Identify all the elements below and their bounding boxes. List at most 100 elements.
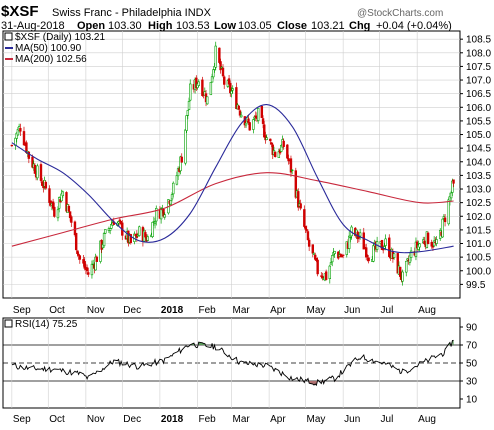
candle-down — [218, 47, 221, 63]
rsi-panel: 10 30 50 70 90 RSI(14) 75.25 Sep Oct Nov Dec 201… — [2, 317, 478, 425]
candle-down — [366, 254, 369, 258]
candle-up — [265, 137, 268, 140]
candle-up — [197, 81, 200, 86]
candle-down — [67, 205, 71, 212]
rsi-x-tick-label: Jul — [381, 414, 394, 425]
candle-up — [36, 165, 39, 179]
low-label: Low — [214, 20, 236, 32]
candle-down — [282, 140, 285, 147]
ma200-legend-text: MA(200) 102.56 — [15, 54, 87, 65]
price-x-tick-label: Dec — [123, 305, 141, 316]
open-value: 103.30 — [108, 20, 142, 32]
candle-up — [312, 252, 316, 255]
candle-down — [443, 217, 447, 223]
candle-up — [240, 114, 243, 118]
candle-up — [441, 218, 444, 238]
candle-up — [244, 122, 248, 126]
price-y-tick-label: 102.5 — [466, 198, 491, 209]
candle-down — [87, 272, 90, 275]
rsi-grid — [3, 318, 460, 408]
rsi-x-tick-label: Aug — [418, 414, 436, 425]
candle-down — [19, 128, 22, 132]
candle-up — [252, 119, 255, 130]
candle-down — [73, 221, 77, 236]
candle-down — [321, 275, 324, 279]
candle-down — [48, 188, 51, 203]
candle-down — [180, 156, 183, 163]
price-x-tick-label: Jun — [344, 305, 360, 316]
candle-up — [159, 208, 163, 220]
candle-down — [76, 250, 79, 254]
candle-up — [172, 182, 175, 195]
candle-up — [256, 107, 260, 121]
price-y-tick-label: 104.0 — [466, 157, 491, 168]
candle-up — [230, 90, 233, 95]
candle-up — [163, 214, 166, 218]
price-grid — [3, 31, 460, 298]
candle-up — [185, 115, 188, 131]
price-x-tick-label: Nov — [87, 305, 105, 316]
price-y-tick-label: 105.5 — [466, 116, 491, 127]
rsi-y-tick-label: 70 — [466, 341, 478, 352]
candle-down — [260, 106, 264, 118]
candle-up — [184, 129, 187, 164]
candle-down — [144, 232, 147, 238]
price-y-tick-label: 101.0 — [466, 239, 491, 250]
candle-up — [280, 145, 283, 152]
candle-down — [367, 257, 370, 262]
candle-down — [223, 76, 226, 85]
candle-down — [357, 237, 361, 239]
candle-down — [221, 67, 225, 77]
candle-down — [340, 255, 344, 258]
price-y-tick-label: 106.0 — [466, 103, 491, 114]
candle-up — [187, 101, 191, 110]
rsi-legend-swatch — [4, 319, 13, 328]
candle-down — [65, 192, 68, 212]
candle-down — [273, 151, 277, 158]
rsi-x-tick-label: May — [307, 414, 326, 425]
price-x-tick-label: Oct — [49, 305, 65, 316]
candle-down — [235, 87, 238, 109]
candle-down — [129, 234, 132, 243]
candle-up — [449, 192, 453, 199]
candle-down — [307, 239, 311, 247]
candle-up — [104, 229, 107, 234]
price-y-tick-label: 103.5 — [466, 171, 491, 182]
candle-up — [110, 224, 113, 229]
candle-down — [44, 181, 48, 189]
rsi-y-tick-label: 30 — [466, 377, 478, 388]
candle-up — [435, 239, 438, 244]
price-y-tick-label: 101.5 — [466, 225, 491, 236]
rsi-y-tick-label: 90 — [466, 323, 478, 334]
candle-up — [179, 156, 182, 172]
candle-up — [57, 197, 61, 209]
candle-up — [401, 271, 404, 282]
candle-down — [118, 219, 122, 222]
candle-down — [341, 254, 345, 256]
candle-up — [151, 221, 154, 237]
security-name: Swiss Franc - Philadelphia INDX — [52, 7, 212, 19]
candle-up — [358, 232, 362, 237]
candle-up — [349, 236, 352, 239]
candle-down — [95, 256, 99, 262]
candle-up — [212, 69, 215, 78]
price-y-tick-label: 108.0 — [466, 48, 491, 59]
candle-down — [294, 170, 298, 198]
candle-down — [306, 231, 310, 241]
candle-down — [305, 229, 308, 231]
candle-down — [269, 138, 272, 142]
candle-down — [237, 105, 240, 110]
candle-up — [418, 243, 421, 248]
candle-down — [297, 191, 300, 208]
candle-up — [290, 169, 294, 172]
price-y-tick-label: 100.5 — [466, 253, 491, 264]
candle-down — [289, 158, 293, 173]
rsi-legend-text: RSI(14) 75.25 — [15, 319, 78, 330]
candle-up — [331, 255, 334, 263]
candle-down — [247, 118, 250, 123]
candle-up — [328, 265, 331, 280]
candle-down — [219, 61, 222, 71]
rsi-x-tick-label: Apr — [270, 414, 286, 425]
candle-up — [333, 251, 336, 254]
rsi-line — [11, 339, 454, 387]
